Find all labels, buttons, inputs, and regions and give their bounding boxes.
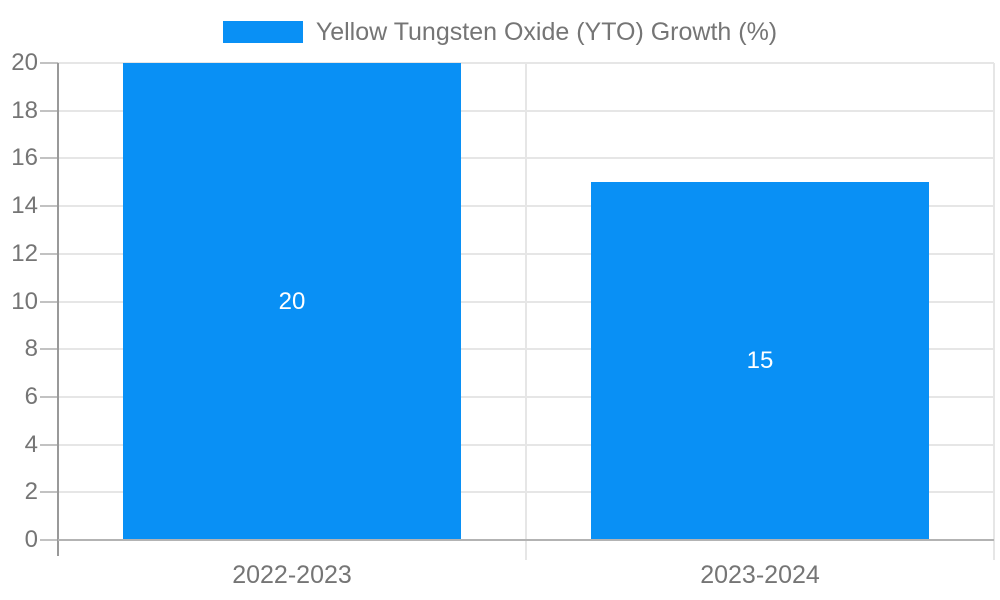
y-tick-mark — [40, 396, 58, 398]
v-gridline — [525, 63, 527, 560]
y-tick-label: 6 — [24, 383, 38, 410]
legend-label: Yellow Tungsten Oxide (YTO) Growth (%) — [315, 18, 778, 46]
y-tick-mark — [40, 253, 58, 255]
y-tick-label: 8 — [24, 335, 38, 362]
bar-value-label: 15 — [746, 347, 774, 374]
y-tick-label: 20 — [11, 49, 38, 76]
y-tick-label: 10 — [11, 288, 38, 315]
y-tick-label: 0 — [24, 526, 38, 553]
x-axis-baseline — [58, 539, 994, 541]
legend-swatch — [222, 21, 303, 43]
y-tick-mark — [40, 110, 58, 112]
y-tick-label: 18 — [11, 97, 38, 124]
y-tick-mark — [40, 491, 58, 493]
y-tick-mark — [40, 205, 58, 207]
y-tick-label: 12 — [11, 240, 38, 267]
y-tick-label: 4 — [24, 431, 38, 458]
legend[interactable]: Yellow Tungsten Oxide (YTO) Growth (%) — [0, 19, 1000, 45]
y-axis-line — [57, 63, 59, 556]
v-gridline — [993, 63, 995, 560]
x-axis-label: 2023-2024 — [700, 561, 820, 589]
y-tick-mark — [40, 62, 58, 64]
y-tick-label: 14 — [11, 192, 38, 219]
y-tick-mark — [40, 301, 58, 303]
y-tick-label: 16 — [11, 144, 38, 171]
y-tick-mark — [40, 157, 58, 159]
bar-value-label: 20 — [278, 288, 306, 315]
y-tick-mark — [40, 348, 58, 350]
y-tick-mark — [40, 444, 58, 446]
bar-2022-2023[interactable] — [123, 63, 461, 540]
y-tick-label: 2 — [24, 478, 38, 505]
x-axis-label: 2022-2023 — [232, 561, 352, 589]
bar-2023-2024[interactable] — [591, 182, 929, 540]
y-tick-mark — [40, 539, 58, 541]
